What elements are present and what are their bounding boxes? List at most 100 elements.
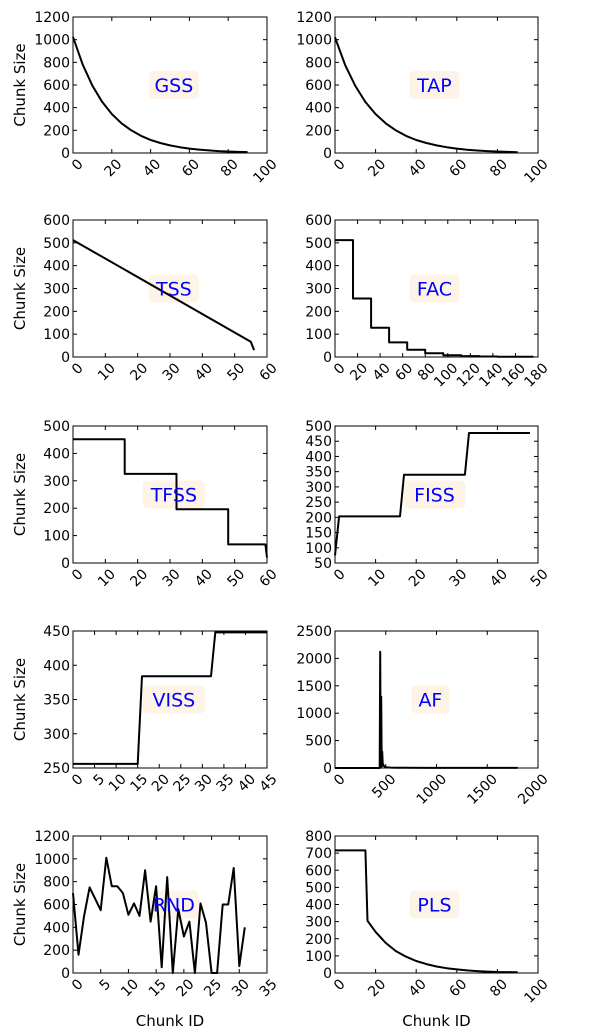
- y-tick-label: 0: [61, 350, 70, 366]
- x-tick-label: 80: [487, 156, 511, 180]
- x-tick-label: 0: [331, 771, 349, 789]
- y-tick-label: 300: [43, 282, 70, 298]
- x-tick-label: 30: [160, 360, 184, 384]
- y-tick-label: 1000: [296, 706, 332, 722]
- y-tick-label: 400: [305, 898, 332, 914]
- y-tick-label: 300: [305, 915, 332, 931]
- y-tick-label: 600: [43, 213, 70, 229]
- x-tick-label: 35: [257, 976, 281, 1000]
- x-tick-label: 40: [487, 566, 511, 590]
- x-tick-label: 45: [257, 771, 281, 795]
- x-tick-label: 10: [95, 360, 119, 384]
- y-tick-label: 450: [305, 434, 332, 450]
- series-line: [334, 37, 518, 154]
- annotation-label: GSS: [154, 75, 193, 97]
- y-tick-label: 500: [43, 419, 70, 435]
- y-tick-label: 100: [305, 949, 332, 965]
- x-tick-label: 20: [174, 976, 198, 1000]
- x-tick-label: 80: [487, 976, 511, 1000]
- annotation-box: [409, 274, 460, 303]
- x-tick-label: 10: [106, 771, 130, 795]
- series-line: [73, 631, 267, 765]
- x-tick-label: 180: [521, 360, 551, 390]
- x-tick-label: 10: [365, 566, 389, 590]
- y-tick-label: 0: [323, 761, 332, 777]
- y-tick-label: 0: [61, 556, 70, 572]
- y-tick-label: 800: [43, 55, 70, 71]
- x-tick-label: 20: [149, 771, 173, 795]
- x-tick-label: 50: [224, 566, 248, 590]
- x-tick-label: 0: [69, 771, 87, 789]
- y-tick-label: 600: [305, 78, 332, 94]
- axes-frame: [334, 425, 539, 564]
- x-tick-label: 10: [118, 976, 142, 1000]
- y-tick-label: 450: [43, 624, 70, 640]
- annotation-label: VISS: [153, 690, 196, 712]
- annotation-label: AF: [418, 690, 442, 712]
- x-tick-label: 20: [127, 566, 151, 590]
- x-tick-label: 60: [257, 360, 281, 384]
- y-tick-label: 400: [43, 446, 70, 462]
- x-tick-label: 10: [95, 566, 119, 590]
- y-tick-label: 150: [305, 526, 332, 542]
- chart-panel-tss: 0 100 200 300 400 500 600 0 10 20 30 40 50 60 Chunk Si…: [11, 213, 281, 384]
- y-tick-label: 0: [61, 966, 70, 982]
- annotation-box: [142, 685, 205, 714]
- y-tick-label: 500: [305, 419, 332, 435]
- x-tick-label: 0: [331, 360, 349, 378]
- y-tick-label: 700: [305, 846, 332, 862]
- x-tick-label: 50: [224, 360, 248, 384]
- series-line: [72, 239, 256, 351]
- x-tick-label: 2000: [515, 771, 552, 808]
- y-tick-label: 1000: [34, 852, 70, 868]
- y-tick-label: 2500: [296, 624, 332, 640]
- y-tick-label: 600: [43, 898, 70, 914]
- x-tick-label: 35: [214, 771, 238, 795]
- x-tick-label: 0: [69, 566, 87, 584]
- y-tick-label: 400: [43, 658, 70, 674]
- series-line: [335, 239, 534, 358]
- y-tick-label: 800: [305, 55, 332, 71]
- series-line: [334, 432, 530, 556]
- x-tick-label: 15: [127, 771, 151, 795]
- x-tick-label: 40: [140, 156, 164, 180]
- y-tick-label: 500: [43, 236, 70, 252]
- x-tick-label: 0: [69, 360, 87, 378]
- y-tick-label: 200: [43, 943, 70, 959]
- y-axis-label: Chunk Size: [11, 453, 29, 536]
- chart-panel-tap: 0 200 400 600 800 1000 1200 0 20 40 60 80 100 TAP: [296, 10, 551, 187]
- y-tick-label: 500: [305, 734, 332, 750]
- y-axis-label: Chunk Size: [11, 247, 29, 330]
- chart-panel-tfss: 0 100 200 300 400 500 0 10 20 30 40 50 60 Chunk Size T…: [11, 419, 281, 590]
- x-tick-label: 60: [446, 976, 470, 1000]
- y-tick-label: 300: [43, 727, 70, 743]
- y-tick-label: 300: [305, 282, 332, 298]
- y-tick-label: 300: [305, 480, 332, 496]
- annotation-box: [409, 71, 460, 99]
- chart-panel-gss: 0 200 400 600 800 1000 1200 0 20 40 60 80 100 Chunk S…: [11, 10, 281, 187]
- y-tick-label: 300: [43, 474, 70, 490]
- x-tick-label: 30: [229, 976, 253, 1000]
- y-tick-label: 250: [43, 761, 70, 777]
- annotation-box: [411, 685, 450, 714]
- x-tick-label: 15: [146, 976, 170, 1000]
- chart-panel-fac: 0100200300400500600020406080100120140160…: [305, 213, 551, 391]
- x-tick-label: 20: [365, 976, 389, 1000]
- y-tick-label: 400: [43, 101, 70, 117]
- x-tick-label: 0: [331, 976, 349, 994]
- x-tick-label: 100: [521, 976, 551, 1006]
- x-tick-label: 100: [250, 156, 280, 186]
- y-tick-label: 0: [323, 966, 332, 982]
- annotation-label: TFSS: [150, 485, 197, 507]
- y-tick-label: 1200: [34, 10, 70, 26]
- y-tick-label: 100: [43, 529, 70, 545]
- y-tick-label: 0: [61, 146, 70, 162]
- x-tick-label: 60: [257, 566, 281, 590]
- x-tick-label: 20: [347, 360, 371, 384]
- y-tick-label: 500: [305, 236, 332, 252]
- y-tick-label: 400: [305, 449, 332, 465]
- annotation-label: TSS: [155, 279, 192, 301]
- annotation-box: [409, 890, 460, 919]
- y-tick-label: 200: [43, 501, 70, 517]
- x-tick-label: 40: [406, 976, 430, 1000]
